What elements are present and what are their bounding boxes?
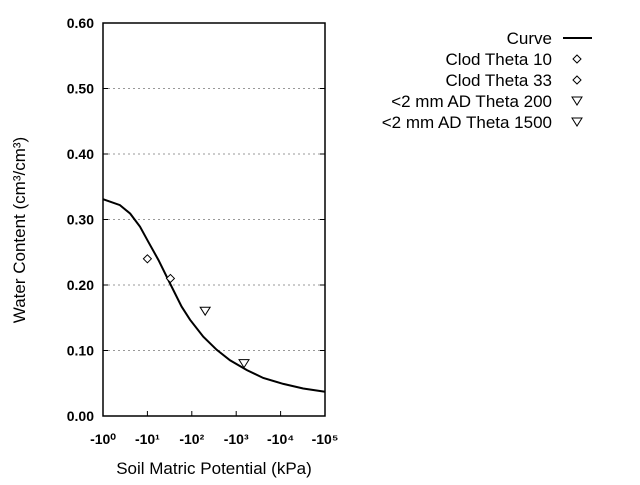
legend: Curve Clod Theta 10 Clod Theta 33 <2 mm AD … bbox=[382, 29, 592, 132]
legend-marker-diamond bbox=[572, 54, 582, 64]
y-axis-label: Water Content (cm³/cm³) bbox=[10, 137, 29, 323]
y-tick-label: 0.00 bbox=[67, 408, 94, 424]
x-tick-label: -10⁰ bbox=[90, 431, 116, 447]
legend-label: Clod Theta 10 bbox=[446, 50, 552, 69]
x-tick-label: -10² bbox=[179, 431, 204, 447]
series-layer bbox=[102, 198, 326, 393]
y-tick-label: 0.50 bbox=[67, 81, 94, 97]
data-point-diamond bbox=[142, 254, 153, 264]
y-tick-label: 0.60 bbox=[67, 15, 94, 31]
y-tick-label: 0.20 bbox=[67, 277, 94, 293]
data-point-triangle-down bbox=[199, 306, 212, 317]
y-axis: 0.00 0.10 0.20 0.30 0.40 0.50 0.60 bbox=[67, 15, 325, 424]
data-point-triangle-down bbox=[238, 359, 250, 369]
grid bbox=[103, 88, 325, 351]
legend-label: Curve bbox=[507, 29, 552, 48]
curve-line bbox=[102, 198, 326, 393]
y-tick-label: 0.40 bbox=[67, 146, 94, 162]
y-tick-label: 0.30 bbox=[67, 212, 94, 228]
legend-marker-triangle-down bbox=[571, 96, 583, 106]
legend-label: <2 mm AD Theta 1500 bbox=[382, 113, 552, 132]
legend-marker-triangle-down bbox=[571, 117, 583, 127]
x-tick-label: -10⁴ bbox=[267, 431, 294, 447]
legend-label: <2 mm AD Theta 200 bbox=[391, 92, 552, 111]
legend-marker-diamond bbox=[572, 75, 582, 85]
x-tick-label: -10¹ bbox=[135, 431, 160, 447]
y-tick-label: 0.10 bbox=[67, 343, 94, 359]
x-axis-label: Soil Matric Potential (kPa) bbox=[116, 459, 312, 478]
legend-label: Clod Theta 33 bbox=[446, 71, 552, 90]
x-tick-label: -10³ bbox=[224, 431, 249, 447]
x-tick-label: -10⁵ bbox=[312, 431, 339, 447]
x-axis: -10⁰ -10¹ -10² -10³ -10⁴ -10⁵ bbox=[90, 411, 338, 447]
data-point-diamond bbox=[165, 273, 176, 284]
